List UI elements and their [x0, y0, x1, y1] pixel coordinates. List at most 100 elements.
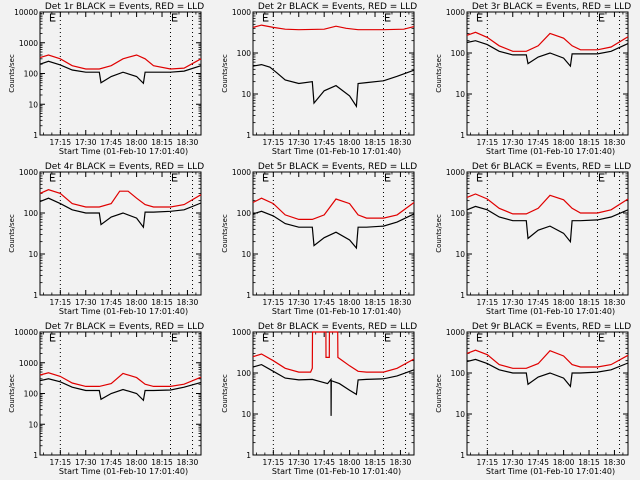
x-tick-label: 17:45 — [100, 298, 122, 307]
series-line-lld — [252, 197, 415, 221]
x-tick-label: 17:30 — [502, 298, 524, 307]
chart-title: Det 5r BLACK = Events, RED = LLD — [258, 162, 417, 172]
x-tick-label: 18:00 — [126, 138, 148, 147]
y-tick-label: 100 — [237, 209, 252, 218]
e-marker-icon — [171, 173, 178, 182]
y-tick-label: 10 — [241, 250, 251, 259]
x-tick-label: 18:15 — [578, 458, 600, 467]
x-axis-label: Start Time (01-Feb-10 17:01:40) — [486, 467, 615, 476]
y-tick-label: 10 — [241, 90, 251, 99]
plot-frame — [252, 11, 415, 136]
x-tick-label: 17:30 — [75, 458, 97, 467]
y-tick-label: 1000 — [19, 39, 38, 48]
e-marker-icon — [262, 333, 269, 342]
x-tick-label: 17:15 — [263, 138, 285, 147]
y-axis-label: Counts/sec — [435, 54, 443, 93]
x-tick-label: 18:15 — [364, 298, 386, 307]
series-line-lld — [39, 54, 202, 70]
series-line-lld — [252, 331, 415, 373]
e-marker-icon — [476, 173, 483, 182]
y-tick-label: 10 — [455, 410, 465, 419]
x-tick-label: 18:30 — [604, 298, 626, 307]
x-axis-label: Start Time (01-Feb-10 17:01:40) — [486, 307, 615, 316]
x-tick-label: 18:30 — [390, 298, 412, 307]
y-tick-label: 1000 — [19, 359, 38, 368]
x-tick-label: 17:45 — [527, 458, 549, 467]
e-marker-icon — [384, 173, 391, 182]
chart-title: Det 9r BLACK = Events, RED = LLD — [472, 322, 631, 332]
x-tick-label: 18:15 — [578, 138, 600, 147]
x-axis-label: Start Time (01-Feb-10 17:01:40) — [272, 467, 401, 476]
y-tick-label: 1 — [460, 291, 465, 300]
x-axis-label: Start Time (01-Feb-10 17:01:40) — [59, 147, 188, 156]
y-tick-label: 10 — [455, 250, 465, 259]
e-marker-icon — [598, 173, 605, 182]
x-tick-label: 17:30 — [288, 138, 310, 147]
series-line-events — [466, 358, 629, 388]
x-tick-label: 18:15 — [364, 458, 386, 467]
x-tick-label: 17:15 — [50, 458, 72, 467]
chart-panel-5: Det 5r BLACK = Events, RED = LLD 1 10 100 10… — [221, 162, 417, 316]
e-marker-icon — [476, 13, 483, 22]
x-tick-label: 18:00 — [553, 458, 575, 467]
x-tick-label: 18:00 — [339, 458, 361, 467]
e-marker-icon — [262, 13, 269, 22]
series-line-events — [466, 40, 629, 68]
e-marker-icon — [49, 13, 56, 22]
chart-panel-3: Det 3r BLACK = Events, RED = LLD 1 10 100 10… — [435, 2, 631, 156]
series-line-lld — [252, 24, 415, 31]
e-marker-icon — [598, 333, 605, 342]
chart-panel-2: Det 2r BLACK = Events, RED = LLD 1 10 100 10… — [221, 2, 417, 156]
y-tick-label: 100 — [451, 209, 466, 218]
y-tick-label: 1 — [33, 291, 38, 300]
series-line-events — [252, 210, 415, 250]
series-line-lld — [39, 372, 202, 388]
x-tick-label: 17:15 — [50, 138, 72, 147]
x-tick-label: 17:45 — [313, 298, 335, 307]
chart-panel-9: Det 9r BLACK = Events, RED = LLD 1 10 100 10… — [435, 322, 631, 476]
chart-panel-1: Det 1r BLACK = Events, RED = LLD 1 10 100 10… — [8, 2, 204, 156]
x-tick-label: 17:15 — [477, 298, 499, 307]
y-tick-label: 1000 — [19, 168, 38, 177]
y-axis-label: Counts/sec — [221, 214, 229, 253]
plot-frame — [466, 171, 629, 296]
series-line-lld — [466, 31, 629, 52]
chart-title: Det 4r BLACK = Events, RED = LLD — [45, 162, 204, 172]
x-tick-label: 18:00 — [339, 138, 361, 147]
y-tick-label: 100 — [24, 390, 39, 399]
plot-frame — [466, 11, 629, 136]
series-line-events — [466, 205, 629, 244]
x-tick-label: 18:30 — [604, 138, 626, 147]
x-tick-label: 17:45 — [313, 458, 335, 467]
y-tick-label: 100 — [237, 49, 252, 58]
x-tick-label: 18:30 — [177, 138, 199, 147]
y-tick-label: 1000 — [232, 168, 251, 177]
y-tick-label: 10 — [455, 90, 465, 99]
x-tick-label: 18:15 — [151, 298, 173, 307]
y-tick-label: 1000 — [446, 328, 465, 337]
x-tick-label: 17:30 — [502, 458, 524, 467]
x-axis-label: Start Time (01-Feb-10 17:01:40) — [486, 147, 615, 156]
chart-panel-4: Det 4r BLACK = Events, RED = LLD 1 10 100 10… — [8, 162, 204, 316]
chart-title: Det 6r BLACK = Events, RED = LLD — [472, 162, 631, 172]
plot-frame — [252, 331, 415, 456]
y-tick-label: 100 — [24, 209, 39, 218]
y-tick-label: 1 — [33, 131, 38, 140]
series-line-lld — [39, 189, 202, 208]
x-tick-label: 18:30 — [604, 458, 626, 467]
e-marker-icon — [262, 173, 269, 182]
plot-frame — [466, 331, 629, 456]
series-line-events — [252, 63, 415, 109]
chart-title: Det 7r BLACK = Events, RED = LLD — [45, 322, 204, 332]
x-tick-label: 18:15 — [151, 458, 173, 467]
y-axis-label: Counts/sec — [8, 54, 16, 93]
chart-title: Det 1r BLACK = Events, RED = LLD — [45, 2, 204, 12]
y-tick-label: 10 — [28, 250, 38, 259]
y-tick-label: 100 — [451, 49, 466, 58]
series-line-lld — [466, 193, 629, 215]
y-tick-label: 100 — [24, 70, 39, 79]
chart-title: Det 8r BLACK = Events, RED = LLD — [258, 322, 417, 332]
e-marker-icon — [49, 333, 56, 342]
x-tick-label: 18:15 — [578, 298, 600, 307]
